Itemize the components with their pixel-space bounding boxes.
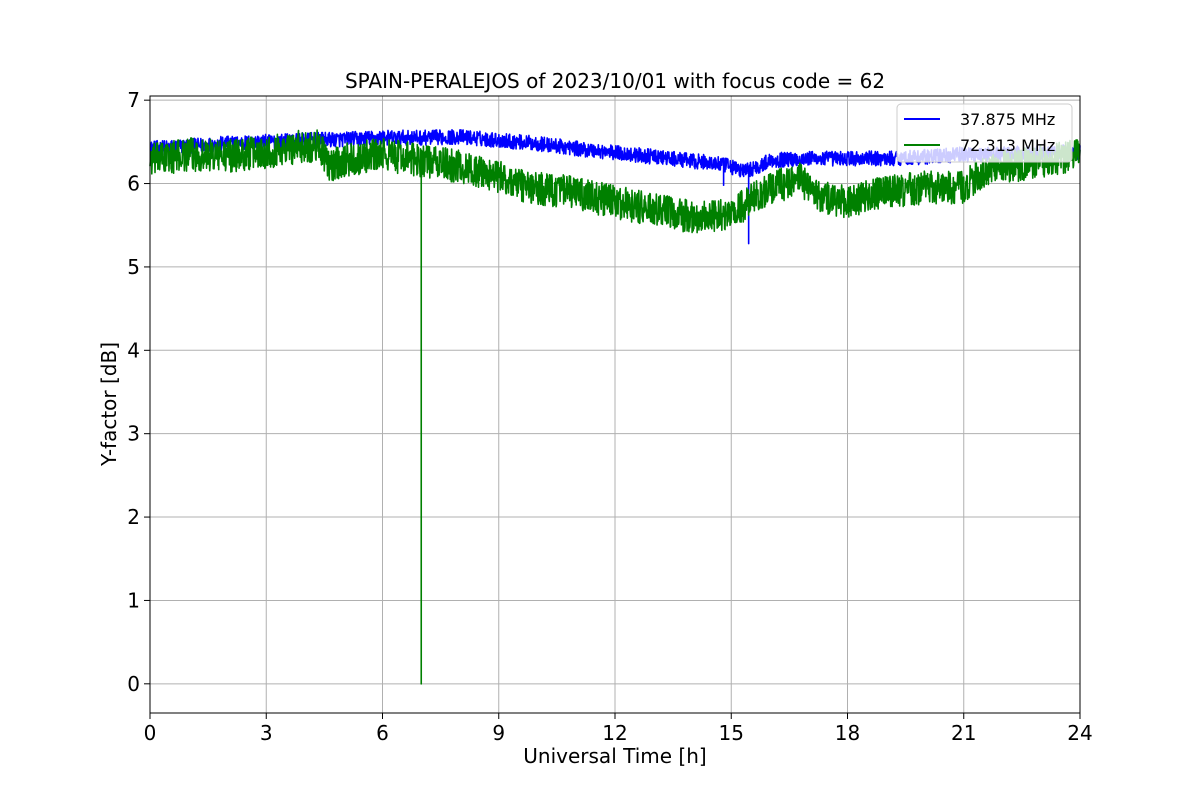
x-tick-label: 6: [376, 721, 389, 745]
y-tick-label: 5: [127, 255, 140, 279]
legend-label-series-2: 72.313 MHz: [960, 136, 1055, 155]
y-tick-label: 2: [127, 505, 140, 529]
legend-box: [896, 103, 1073, 163]
series-line-2: [149, 129, 1081, 685]
y-tick-label: 4: [127, 338, 140, 362]
x-tick-label: 21: [951, 721, 976, 745]
x-tick-label: 3: [260, 721, 273, 745]
y-axis-label: Y-factor [dB]: [97, 342, 121, 467]
y-tick-label: 7: [127, 88, 140, 112]
x-tick-label: 12: [602, 721, 627, 745]
x-tick-label: 18: [835, 721, 860, 745]
x-tick-label: 15: [719, 721, 744, 745]
chart-title: SPAIN-PERALEJOS of 2023/10/01 with focus…: [345, 69, 885, 93]
x-tick-label: 24: [1067, 721, 1092, 745]
x-axis-label: Universal Time [h]: [523, 744, 706, 768]
x-tick-label: 9: [492, 721, 505, 745]
x-tick-label: 0: [144, 721, 157, 745]
y-tick-label: 3: [127, 422, 140, 446]
y-tick-label: 0: [127, 672, 140, 696]
y-tick-label: 6: [127, 172, 140, 196]
legend: 37.875 MHz 72.313 MHz: [896, 103, 1073, 163]
y-tick-label: 1: [127, 588, 140, 612]
legend-label-series-1: 37.875 MHz: [960, 110, 1055, 129]
